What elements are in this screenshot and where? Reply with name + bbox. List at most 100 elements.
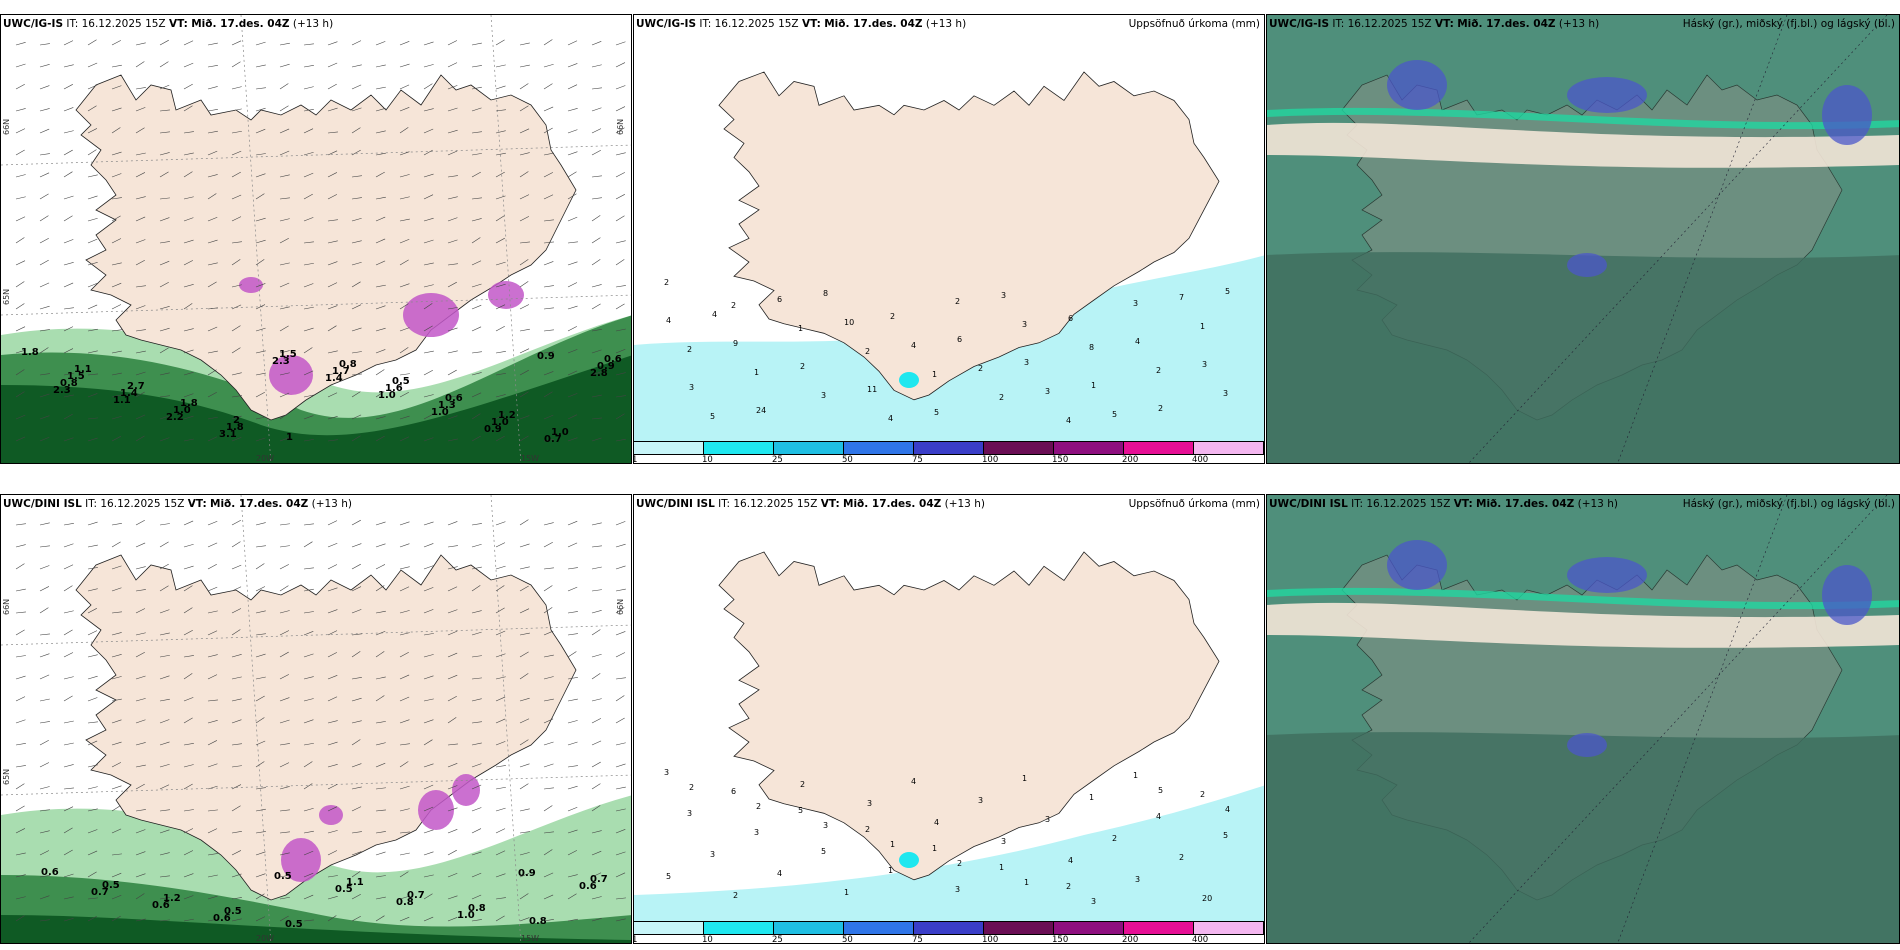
wind-barb	[591, 545, 602, 548]
precip-title: Uppsöfnuð úrkoma (mm)	[1128, 18, 1260, 30]
wind-barb	[255, 893, 265, 900]
wind-barb	[543, 391, 553, 398]
wind-barb	[39, 153, 50, 156]
wind-barb	[567, 586, 578, 592]
wind-barb	[303, 850, 314, 856]
wind-barb	[15, 369, 25, 376]
wind-barb	[231, 698, 242, 702]
wind-barb	[495, 786, 506, 790]
wind-barb	[87, 393, 98, 398]
wind-barb	[543, 261, 554, 266]
wind-barb	[471, 372, 482, 376]
precip-value-label: 1	[754, 368, 759, 377]
wind-barb	[543, 371, 554, 376]
precip-value-label: 1	[1022, 774, 1027, 783]
graticule-line	[1, 774, 631, 796]
wind-barb	[87, 871, 97, 878]
colorbar-tick-label: 200	[1122, 935, 1139, 944]
wind-barb	[255, 193, 265, 200]
wind-barb	[375, 564, 386, 570]
wind-barb	[111, 565, 122, 570]
wind-barb	[183, 438, 194, 442]
low-cloud-area	[1267, 252, 1899, 463]
wind-barb	[495, 435, 505, 442]
wind-barb	[375, 64, 386, 68]
precip-value-label: 4	[911, 341, 916, 350]
wind-barb	[495, 915, 505, 922]
precip-value-label: 4	[934, 818, 939, 827]
wind-value-label: 1.0	[173, 405, 191, 416]
wind-barb	[255, 873, 266, 878]
wind-barb	[87, 630, 98, 636]
wind-barb	[519, 608, 530, 614]
wind-barb	[351, 851, 362, 856]
wind-barb	[183, 629, 193, 636]
wind-barb	[15, 852, 26, 856]
wind-barb	[543, 718, 554, 724]
wind-barb	[519, 171, 529, 178]
wind-barb	[39, 674, 50, 680]
wind-barb	[63, 676, 74, 680]
wind-barb	[327, 439, 338, 442]
wind-barb	[231, 347, 241, 354]
precip-value-label: 2	[890, 312, 895, 321]
wind-barb	[87, 328, 98, 332]
precip-value-label: 3	[1091, 897, 1096, 906]
wind-barb	[279, 218, 290, 222]
precip-value-label: 24	[756, 406, 766, 415]
wind-barb	[135, 391, 145, 398]
wind-barb	[255, 392, 265, 398]
wind-barb	[423, 83, 433, 90]
wind-barb	[159, 415, 170, 420]
colorbar-cell	[1194, 922, 1264, 934]
wind-value-label: 1.0	[431, 407, 449, 418]
wind-barb	[447, 263, 458, 266]
wind-barb	[39, 522, 50, 526]
wind-barb	[567, 84, 578, 90]
wind-barb	[15, 874, 26, 878]
wind-barb	[591, 215, 601, 222]
precip-value-label: 1	[890, 840, 895, 849]
wind-value-label: 0.5	[335, 884, 353, 895]
wind-barb	[567, 806, 578, 812]
wind-barb	[327, 764, 338, 768]
wind-barb	[495, 807, 506, 812]
wind-barb	[327, 520, 338, 526]
colorbar-cell	[1124, 922, 1194, 934]
wind-barb	[207, 193, 217, 200]
wind-barb	[495, 850, 506, 856]
wind-barb	[495, 261, 506, 266]
mid-cloud-blob	[1567, 253, 1607, 277]
colorbar-tick-label: 10	[701, 935, 713, 944]
wind-barb	[567, 193, 577, 200]
wind-barb	[471, 763, 482, 768]
wind-barb	[15, 41, 26, 46]
wind-barb	[63, 107, 74, 112]
wind-barb	[279, 63, 290, 68]
wind-barb	[255, 633, 266, 636]
precip-value-label: 9	[733, 339, 738, 348]
wind-barb	[375, 196, 386, 200]
wind-barb	[111, 676, 122, 680]
wind-barb	[447, 652, 458, 658]
wind-barb	[591, 329, 602, 332]
wind-barb	[135, 589, 146, 592]
wind-barb	[207, 809, 218, 812]
wind-barb	[471, 585, 481, 592]
wind-barb	[351, 107, 362, 112]
wind-barb	[471, 919, 482, 922]
wind-barb	[327, 609, 338, 614]
wind-barb	[471, 435, 481, 442]
wind-barb	[279, 174, 290, 178]
lat-label: 66N	[2, 599, 11, 615]
wind-barb	[495, 607, 505, 614]
wind-barb	[231, 586, 242, 592]
wind-barb	[111, 215, 121, 222]
wind-barb	[15, 896, 26, 900]
wind-barb	[351, 304, 362, 310]
precip-value-label: 5	[798, 806, 803, 815]
wind-barb	[399, 871, 409, 878]
lat-label: 66N	[616, 119, 625, 135]
wind-barb	[567, 63, 578, 68]
wind-barb	[543, 219, 554, 222]
